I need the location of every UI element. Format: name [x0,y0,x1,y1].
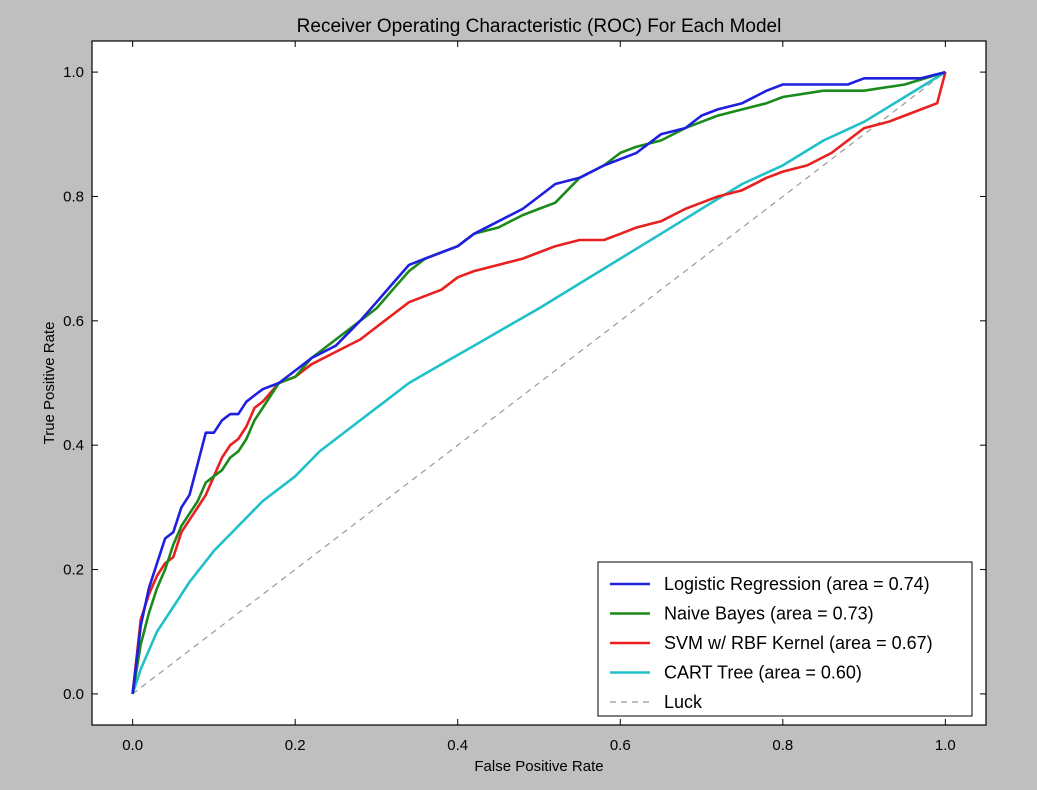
y-tick-label: 0.4 [63,437,84,454]
y-tick-label: 1.0 [63,64,84,81]
x-tick-label: 0.4 [447,737,468,754]
series-line-3 [131,70,947,695]
legend: Logistic Regression (area = 0.74) Naive B… [597,561,973,717]
legend-label: SVM w/ RBF Kernel (area = 0.67) [664,633,933,653]
x-tick-label: 0.0 [122,737,143,754]
series-line-2 [131,71,947,695]
series-line-4 [132,71,946,695]
legend-label: Luck [664,692,703,712]
x-tick-label: 0.6 [610,737,631,754]
y-tick-label: 0.6 [63,313,84,330]
series-line-0 [131,70,946,695]
x-tick-label: 0.2 [285,737,306,754]
x-axis-label: False Positive Rate [474,758,603,775]
axis-ticks: 0.0 0.2 0.4 0.6 0.8 1.0 0.0 0.2 0.4 0.6 0.8 1.0 [63,41,986,754]
legend-label: Naive Bayes (area = 0.73) [664,604,874,624]
series-lines [131,70,947,695]
y-axis-label: True Positive Rate [41,322,58,445]
legend-box [597,561,973,717]
y-tick-label: 0.0 [63,686,84,703]
legend-label: Logistic Regression (area = 0.74) [664,574,930,594]
legend-label: CART Tree (area = 0.60) [664,663,862,683]
x-tick-label: 0.8 [772,737,793,754]
y-tick-label: 0.2 [63,562,84,579]
chart-title: Receiver Operating Characteristic (ROC) … [297,16,782,37]
series-line-1 [131,70,946,695]
x-tick-label: 1.0 [935,737,956,754]
y-tick-label: 0.8 [63,188,84,205]
